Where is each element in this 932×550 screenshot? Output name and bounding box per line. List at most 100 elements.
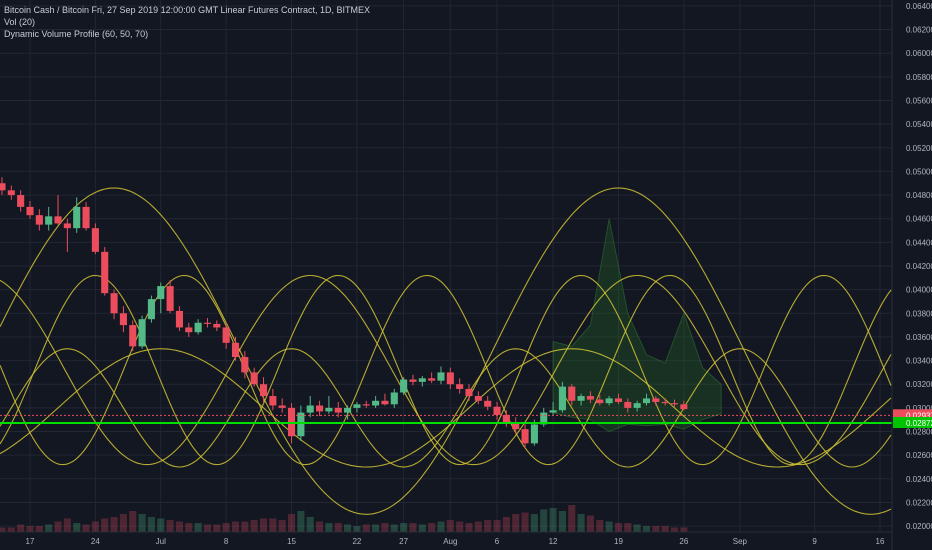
time-tick-label: 8 (224, 537, 229, 546)
candle-body (661, 401, 669, 404)
volume-bar (259, 518, 268, 532)
volume-bar (661, 526, 669, 532)
price-tick-label: 0.02000 (906, 522, 932, 531)
candle-body (670, 403, 679, 405)
candle-body (110, 293, 118, 314)
volume-bar (306, 517, 314, 532)
candle-body (549, 410, 557, 413)
volume-bar (17, 524, 25, 532)
candle-body (17, 195, 25, 207)
volume-bar (166, 520, 174, 532)
time-tick-label: 19 (614, 537, 623, 546)
candle-body (91, 228, 99, 252)
candle-body (540, 412, 548, 425)
candle-body (0, 183, 6, 191)
volume-bar (0, 527, 6, 532)
volume-bar (129, 511, 137, 532)
volume-bar (157, 518, 165, 532)
support-level-badge (893, 416, 932, 428)
candle-body (456, 384, 464, 389)
candle-body (428, 378, 436, 381)
candle-body (344, 407, 352, 413)
candle-body (614, 398, 623, 402)
volume-layer (0, 505, 688, 532)
candle-body (521, 429, 529, 444)
volume-indicator-label[interactable]: Vol (20) (4, 17, 36, 27)
candle-body (269, 396, 277, 406)
volume-bar (558, 511, 566, 532)
candle-body (596, 399, 604, 404)
candle-body (409, 379, 417, 382)
volume-bar (577, 514, 585, 532)
candle-body (73, 206, 81, 229)
volume-bar (278, 520, 286, 532)
volume-bar (110, 517, 118, 532)
candle-body (147, 299, 155, 320)
candle-body (222, 327, 230, 343)
candle-body (203, 322, 212, 324)
volume-bar (446, 520, 454, 532)
volume-bar (7, 527, 15, 532)
volume-bar (670, 527, 679, 532)
time-tick-label: Aug (443, 537, 457, 546)
candle-body (119, 313, 127, 326)
volume-bar (316, 521, 324, 532)
time-tick-label: 26 (679, 537, 688, 546)
time-tick-label: 12 (549, 537, 558, 546)
candle-body (35, 215, 43, 225)
time-axis[interactable]: 17 24 Jul 8 15 22 27 Aug 6 12 19 26 Sep 9 16 (26, 537, 885, 546)
candle-body (250, 372, 258, 385)
volume-bar (390, 524, 398, 532)
volume-bar (642, 526, 651, 532)
candle-body (26, 206, 34, 216)
candle-body (213, 323, 221, 328)
volume-bar (633, 524, 641, 532)
volume-bar (203, 524, 212, 532)
volume-bar (222, 523, 230, 532)
volume-bar (73, 523, 81, 532)
volume-bar (213, 524, 221, 532)
candle-body (530, 424, 538, 444)
candle-body (577, 396, 585, 401)
volume-bar (605, 521, 613, 532)
volume-bar (474, 521, 482, 532)
volume-bar (540, 509, 548, 532)
volume-bar (428, 523, 436, 532)
time-tick-label: Jul (156, 537, 166, 546)
volume-bar (596, 520, 604, 532)
volume-bar (484, 520, 492, 532)
candle-body (474, 396, 482, 401)
volume-profile-indicator-label[interactable]: Dynamic Volume Profile (60, 50, 70) (4, 29, 149, 39)
candle-body (316, 405, 324, 412)
symbol-title[interactable]: Bitcoin Cash / Bitcoin Fri, 27 Sep 2019 … (4, 5, 371, 15)
candle-body (82, 206, 90, 229)
time-tick-label: Sep (733, 537, 748, 546)
cycle-wave-line (0, 274, 892, 466)
volume-bar (101, 518, 109, 532)
volume-bar (287, 514, 296, 532)
volume-bar (147, 517, 155, 532)
grid-layer (0, 0, 892, 532)
candle-body (54, 216, 62, 224)
volume-bar (512, 514, 520, 532)
candle-body (306, 405, 314, 413)
time-tick-label: 9 (812, 537, 817, 546)
volume-bar (138, 514, 146, 532)
volume-bar (334, 523, 342, 532)
candle-body (241, 357, 249, 373)
candle-body (400, 379, 408, 393)
volume-bar (353, 526, 361, 532)
volume-bar (54, 521, 62, 532)
time-tick-label: 15 (287, 537, 296, 546)
